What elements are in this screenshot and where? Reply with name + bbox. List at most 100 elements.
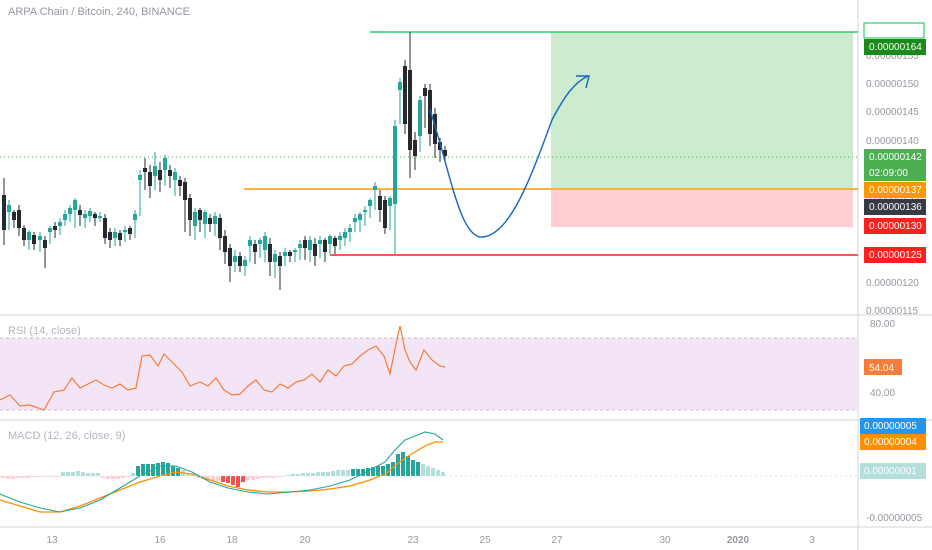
macd-histogram-bar — [366, 468, 370, 476]
candle — [373, 182, 377, 210]
macd-histogram-bar — [141, 464, 145, 476]
candle — [183, 178, 187, 232]
candle-body — [213, 216, 217, 224]
candle — [22, 225, 26, 246]
badge-bg — [864, 165, 926, 181]
macd-value-badge: 0.00000001 — [860, 463, 926, 479]
candle-body — [163, 158, 167, 170]
badge-label: 0.00000164 — [869, 42, 922, 53]
macd-histogram-bar — [336, 470, 340, 476]
projection-curve — [429, 75, 589, 238]
candle — [278, 252, 282, 290]
macd-histogram-bar — [256, 476, 260, 479]
badge-bg — [860, 434, 926, 450]
macd-histogram-bar — [216, 476, 220, 481]
badge-bg — [864, 39, 926, 55]
macd-histogram-bar — [76, 471, 80, 476]
macd-histogram-bar — [146, 464, 150, 476]
candle — [333, 236, 337, 254]
candle — [118, 230, 122, 246]
macd-histogram-bar — [41, 476, 45, 477]
badge-bg — [864, 247, 926, 263]
rsi-value-badge: 54.04 — [864, 359, 902, 375]
macd-histogram-bar — [211, 476, 215, 481]
badge-label: 0.00000004 — [864, 437, 917, 448]
macd-histogram-bar — [251, 476, 255, 480]
candle-body — [68, 208, 72, 214]
rsi-tick-label: 40.00 — [870, 388, 895, 399]
candle-body — [22, 228, 26, 240]
candle — [113, 228, 117, 246]
candle — [353, 214, 357, 232]
price-badge: 0.00000164 — [864, 39, 926, 55]
badge-bg — [860, 418, 926, 434]
candle-body — [113, 232, 117, 238]
macd-histogram-bar — [106, 476, 110, 479]
macd-line — [0, 431, 444, 513]
candle — [258, 238, 262, 258]
macd-histogram-bar — [61, 472, 65, 476]
macd-histogram-bar — [126, 476, 130, 477]
candle — [203, 210, 207, 238]
candle — [338, 232, 342, 250]
candle-body — [293, 250, 297, 252]
candle-body — [228, 248, 232, 266]
macd-histogram-bar — [166, 463, 170, 476]
candle — [12, 210, 16, 228]
macd-histogram-bar — [21, 476, 25, 478]
candle-body — [328, 236, 332, 244]
candle-body — [378, 196, 382, 210]
macd-histogram-bar — [401, 452, 405, 476]
macd-histogram-bar — [116, 476, 120, 479]
macd-histogram-bar — [426, 466, 430, 476]
price-tick-label: 0.00000120 — [866, 278, 919, 289]
macd-histogram-bar — [206, 476, 210, 480]
macd-histogram-bar — [51, 476, 55, 477]
badge-bg — [864, 149, 926, 165]
price-tick-label: 0.00000150 — [866, 79, 919, 90]
price-badge: 0.00000142 — [864, 149, 926, 165]
macd-histogram-bar — [186, 473, 190, 476]
candle — [443, 146, 447, 160]
time-tick-label: 27 — [551, 535, 563, 546]
candle-body — [103, 218, 107, 238]
macd-histogram-bar — [361, 469, 365, 476]
macd-histogram-bar — [381, 466, 385, 476]
macd-histogram-bar — [406, 456, 410, 476]
macd-histogram-bar — [441, 472, 445, 476]
candle — [248, 236, 252, 262]
candle — [32, 232, 36, 250]
candle-body — [193, 212, 197, 226]
candle — [328, 234, 332, 254]
candle — [273, 250, 277, 278]
macd-histogram-bar — [86, 473, 90, 476]
macd-histogram-bar — [111, 476, 115, 479]
candle-body — [248, 240, 252, 246]
badge-bg — [864, 182, 926, 198]
candle-body — [393, 126, 397, 204]
candle — [148, 165, 152, 198]
candle-body — [303, 240, 307, 248]
candle — [253, 240, 257, 264]
candle-body — [58, 222, 62, 226]
macd-histogram-bar — [71, 472, 75, 476]
candle-body — [2, 195, 6, 230]
macd-histogram-bar — [96, 473, 100, 476]
macd-signal-line — [0, 441, 443, 513]
candle-body — [27, 232, 31, 240]
macd-histogram-bar — [371, 467, 375, 476]
badge-bg — [864, 199, 926, 215]
macd-histogram-bar — [16, 476, 20, 478]
badge-label: 0.00000130 — [869, 221, 922, 232]
candle — [323, 238, 327, 262]
candle-body — [153, 166, 157, 176]
price-tick-label: 0.00000115 — [866, 306, 919, 317]
macd-value-badge: 0.00000004 — [860, 434, 926, 450]
badge-bg — [864, 218, 926, 234]
loss-zone — [551, 190, 853, 227]
candle-body — [78, 210, 82, 215]
candle-body — [333, 238, 337, 246]
candle-body — [123, 230, 127, 232]
macd-histogram-bar — [316, 472, 320, 476]
